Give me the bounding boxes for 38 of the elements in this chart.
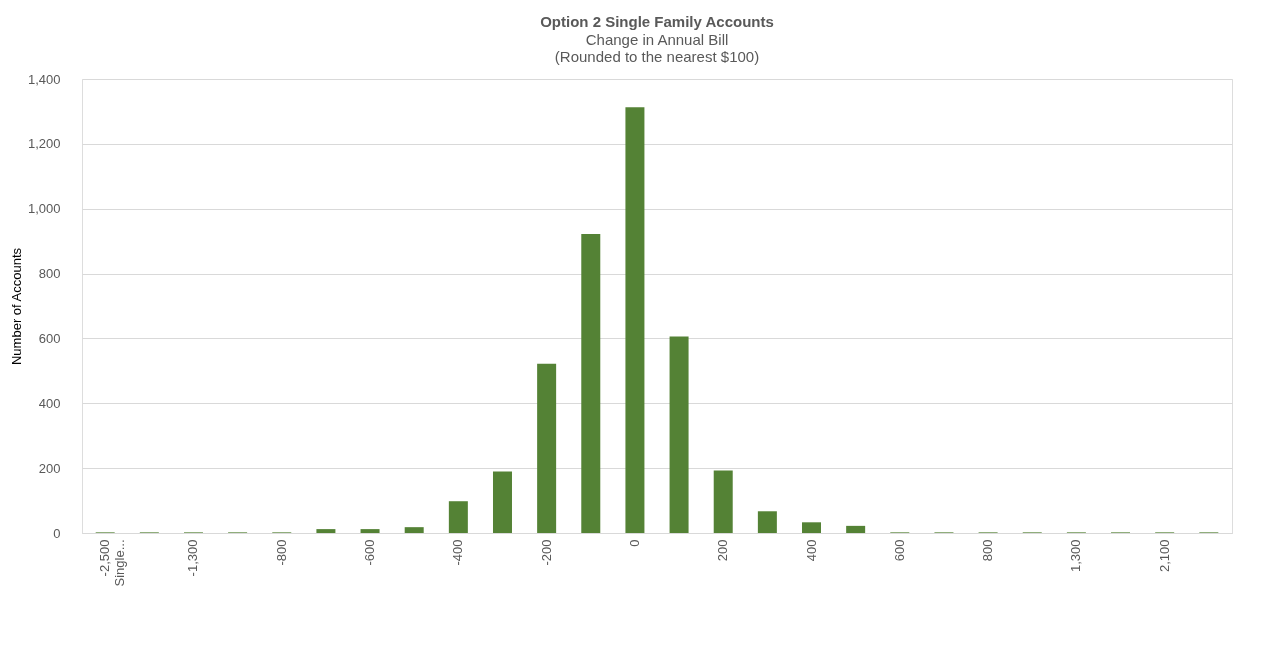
y-tick-label: 1,400 — [27, 71, 61, 87]
x-tick-label: 800 — [980, 539, 996, 562]
x-tick-label: -600 — [362, 539, 378, 566]
x-tick-label: -2,500 Single... — [97, 539, 128, 587]
x-tick-label: 400 — [803, 539, 819, 562]
x-tick-label: -400 — [450, 539, 466, 566]
y-tick-label: 600 — [38, 330, 61, 346]
x-tick-label: -1,300 — [185, 539, 201, 577]
y-tick-label: 400 — [38, 395, 61, 411]
x-tick-label: 0 — [626, 539, 642, 547]
text: (Rounded to the nearest $100) — [554, 48, 760, 65]
x-tick-label: 1,300 — [1068, 539, 1084, 573]
bar — [316, 529, 336, 533]
y-tick-label: 1,200 — [27, 136, 61, 152]
x-tick-label: -200 — [538, 539, 554, 566]
bar — [537, 363, 557, 533]
bar — [448, 501, 468, 533]
bar — [625, 107, 645, 533]
y-tick-label: 0 — [53, 525, 61, 541]
bar — [360, 529, 380, 533]
bar — [802, 522, 822, 533]
chart-title: Option 2 Single Family Accounts — [540, 13, 774, 30]
y-tick-label: 1,000 — [27, 201, 61, 217]
y-tick-label: 800 — [38, 266, 61, 282]
x-tick-label: -800 — [273, 539, 289, 566]
bar — [669, 336, 689, 533]
x-tick-label: 600 — [891, 539, 907, 562]
bar — [581, 234, 601, 533]
bar — [404, 527, 424, 533]
bar — [713, 470, 733, 533]
bar — [757, 511, 777, 533]
x-tick-label: 200 — [715, 539, 731, 562]
y-tick-label: 200 — [38, 460, 61, 476]
bar — [492, 471, 512, 533]
bar — [846, 525, 866, 533]
text: Change in Annual Bill — [585, 31, 729, 48]
x-tick-label: 2,100 — [1156, 539, 1172, 573]
y-axis-title: Number of Accounts — [8, 247, 24, 366]
